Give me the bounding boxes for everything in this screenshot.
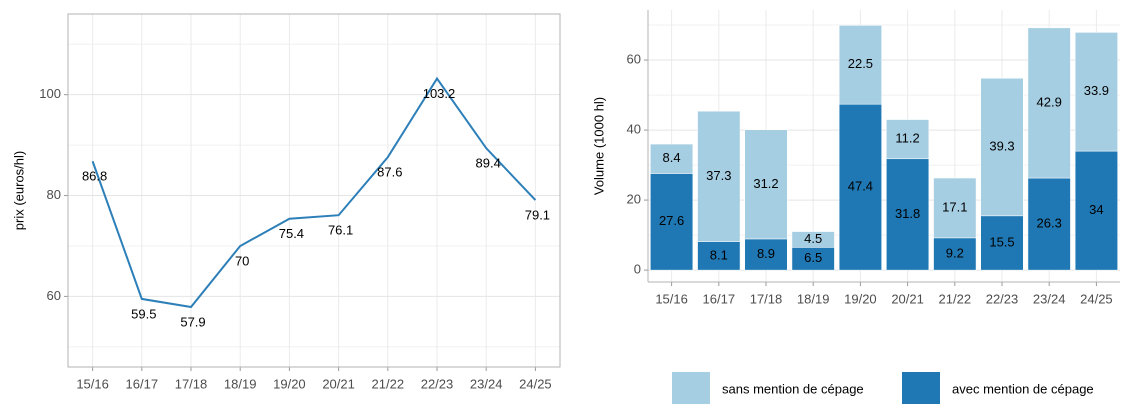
data-label: 33.9 (1084, 83, 1109, 98)
x-tick-label: 18/19 (797, 291, 830, 306)
x-tick-label: 19/20 (844, 291, 877, 306)
bar-segment (1074, 150, 1118, 271)
x-tick-label: 17/18 (175, 376, 208, 391)
y-tick-label: 80 (47, 187, 61, 202)
bar-segment (1027, 27, 1071, 179)
x-tick-label: 16/17 (703, 291, 736, 306)
x-tick-label: 22/23 (421, 376, 454, 391)
y-axis-label: Volume (1000 hl) (591, 97, 606, 195)
bar-segment (838, 103, 882, 271)
x-tick-label: 21/22 (372, 376, 405, 391)
x-tick-label: 24/25 (1080, 291, 1113, 306)
x-tick-label: 20/21 (322, 376, 355, 391)
data-label: 11.2 (895, 131, 919, 146)
bar-segment (791, 231, 835, 248)
data-label: 70 (235, 253, 249, 268)
bar-segment (886, 119, 930, 160)
bar-segment (697, 241, 741, 271)
bar-segment (697, 110, 741, 242)
legend-swatch (902, 372, 940, 404)
data-label: 4.5 (804, 231, 822, 246)
data-label: 37.3 (706, 168, 731, 183)
data-label: 39.3 (989, 138, 1014, 153)
data-label: 89.4 (476, 156, 501, 171)
data-label: 42.9 (1037, 94, 1062, 109)
bar-segment (980, 215, 1024, 271)
data-label: 9.2 (946, 245, 964, 260)
x-tick-label: 23/24 (470, 376, 503, 391)
x-tick-label: 15/16 (76, 376, 109, 391)
bar-segment (650, 173, 694, 271)
y-tick-label: 100 (39, 86, 61, 101)
y-tick-label: 20 (627, 192, 641, 207)
data-label: 76.1 (328, 223, 353, 238)
x-tick-label: 21/22 (939, 291, 972, 306)
x-tick-label: 18/19 (224, 376, 257, 391)
y-tick-label: 0 (634, 262, 641, 277)
legend-label: avec mention de cépage (952, 381, 1094, 396)
bar-segment (933, 237, 977, 271)
data-label: 103.2 (423, 86, 456, 101)
bar-segment (886, 158, 930, 271)
data-label: 27.6 (659, 213, 684, 228)
bar-segment (744, 238, 788, 271)
bar-segment (838, 25, 882, 105)
data-label: 6.5 (804, 250, 822, 265)
x-tick-label: 24/25 (519, 376, 552, 391)
x-tick-label: 17/18 (750, 291, 783, 306)
data-label: 34 (1089, 202, 1103, 217)
data-label: 31.2 (753, 176, 778, 191)
bar-segment (980, 78, 1024, 217)
y-tick-label: 60 (47, 288, 61, 303)
bar-segment (1074, 32, 1118, 152)
panel-border (67, 13, 561, 368)
legend-swatch (672, 372, 710, 404)
bar-segment (650, 143, 694, 174)
data-label: 17.1 (942, 199, 967, 214)
data-label: 31.8 (895, 206, 920, 221)
data-label: 87.6 (377, 165, 402, 180)
x-tick-label: 15/16 (655, 291, 688, 306)
legend-label: sans mention de cépage (722, 381, 864, 396)
data-label: 8.9 (757, 246, 775, 261)
y-tick-label: 60 (627, 51, 641, 66)
data-label: 75.4 (279, 226, 304, 241)
data-label: 26.3 (1037, 216, 1062, 231)
x-tick-label: 23/24 (1033, 291, 1066, 306)
bar-segment (933, 177, 977, 239)
data-label: 59.5 (131, 306, 156, 321)
y-tick-label: 40 (627, 122, 641, 137)
y-axis-label: prix (euros/hl) (11, 151, 26, 230)
data-label: 86.8 (82, 169, 107, 184)
x-tick-label: 19/20 (273, 376, 306, 391)
x-tick-label: 16/17 (126, 376, 159, 391)
data-label: 8.1 (710, 247, 728, 262)
data-label: 47.4 (848, 179, 873, 194)
data-label: 57.9 (180, 314, 205, 329)
data-label: 8.4 (663, 150, 681, 165)
data-label: 15.5 (989, 234, 1014, 249)
x-tick-label: 22/23 (986, 291, 1019, 306)
bar-segment (744, 129, 788, 240)
line (91, 76, 537, 309)
x-tick-label: 20/21 (891, 291, 924, 306)
bar-segment (1027, 177, 1071, 271)
data-label: 22.5 (848, 56, 873, 71)
data-label: 79.1 (525, 208, 550, 223)
